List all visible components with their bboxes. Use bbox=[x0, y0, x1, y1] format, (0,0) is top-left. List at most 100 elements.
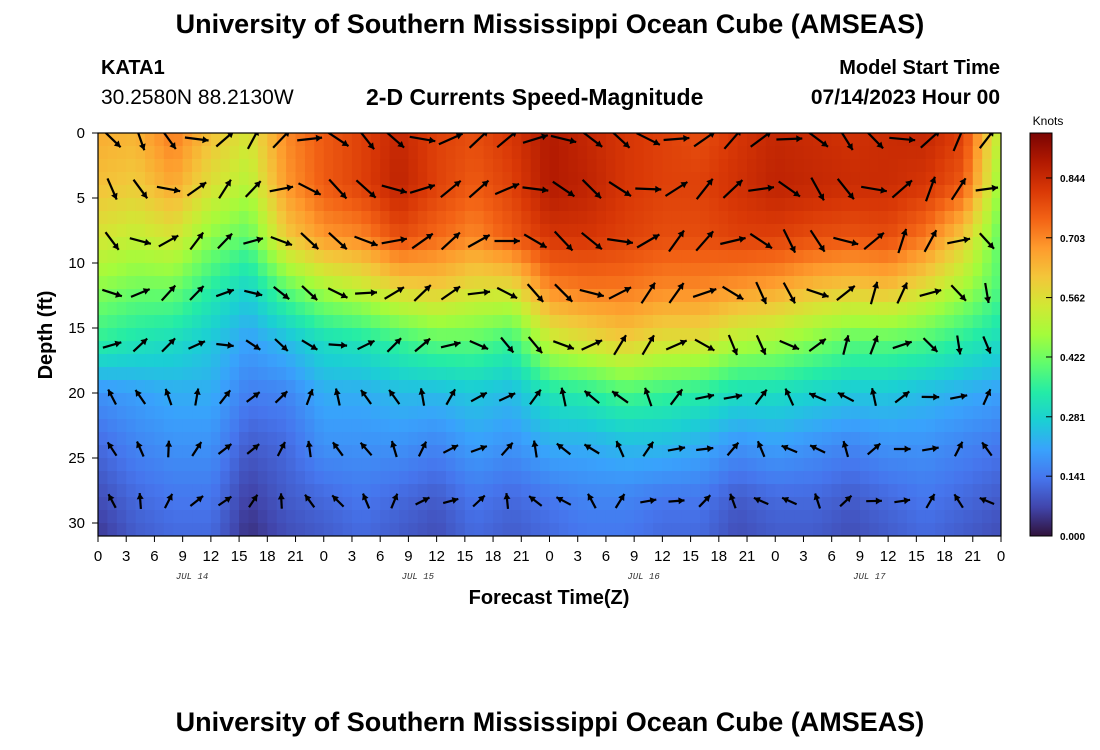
heatmap-cell bbox=[408, 211, 419, 225]
heatmap-cell bbox=[953, 237, 964, 251]
heatmap-cell bbox=[916, 250, 927, 264]
heatmap-cell bbox=[897, 354, 908, 368]
current-arrow-head bbox=[397, 287, 404, 294]
heatmap-cell bbox=[276, 198, 287, 212]
heatmap-cell bbox=[342, 172, 353, 186]
heatmap-cell bbox=[765, 146, 776, 160]
current-arrow-head bbox=[389, 389, 396, 397]
heatmap-cell bbox=[972, 263, 983, 277]
heatmap-cell bbox=[812, 263, 823, 277]
heatmap-cell bbox=[587, 146, 598, 160]
heatmap-cell bbox=[972, 484, 983, 498]
heatmap-cell bbox=[173, 471, 184, 485]
current-arrow-head bbox=[818, 244, 825, 252]
heatmap-cell bbox=[643, 471, 654, 485]
heatmap-cell bbox=[427, 263, 438, 277]
heatmap-cell bbox=[229, 198, 240, 212]
heatmap-cell bbox=[953, 159, 964, 173]
heatmap-cell bbox=[154, 471, 165, 485]
heatmap-cell bbox=[700, 419, 711, 433]
heatmap-cell bbox=[248, 497, 259, 511]
heatmap-cell bbox=[728, 146, 739, 160]
heatmap-cell bbox=[888, 523, 899, 536]
heatmap-cell bbox=[229, 367, 240, 381]
heatmap-cell bbox=[389, 276, 400, 290]
heatmap-cell bbox=[192, 211, 203, 225]
heatmap-cell bbox=[502, 354, 513, 368]
heatmap-cell bbox=[361, 484, 372, 498]
heatmap-cell bbox=[267, 393, 278, 407]
heatmap-cell bbox=[737, 250, 748, 264]
heatmap-cell bbox=[681, 380, 692, 394]
heatmap-cell bbox=[709, 432, 720, 446]
heatmap-cell bbox=[850, 484, 861, 498]
heatmap-cell bbox=[634, 289, 645, 303]
heatmap-cell bbox=[681, 458, 692, 472]
heatmap-cell bbox=[812, 185, 823, 199]
heatmap-cell bbox=[220, 497, 231, 511]
heatmap-cell bbox=[897, 328, 908, 342]
heatmap-cell bbox=[944, 224, 955, 238]
heatmap-cell bbox=[446, 146, 457, 160]
heatmap-cell bbox=[286, 380, 297, 394]
heatmap-cell bbox=[831, 133, 842, 147]
heatmap-cell bbox=[643, 380, 654, 394]
heatmap-cell bbox=[671, 198, 682, 212]
heatmap-cell bbox=[605, 250, 616, 264]
heatmap-cell bbox=[408, 445, 419, 459]
heatmap-cell bbox=[323, 445, 334, 459]
heatmap-cell bbox=[747, 484, 758, 498]
current-arrow-head bbox=[760, 389, 767, 397]
current-arrow-head bbox=[280, 391, 288, 398]
heatmap-cell bbox=[888, 328, 899, 342]
heatmap-cell bbox=[709, 146, 720, 160]
heatmap-cell bbox=[869, 185, 880, 199]
heatmap-cell bbox=[803, 341, 814, 355]
heatmap-cell bbox=[201, 445, 212, 459]
heatmap-cell bbox=[681, 159, 692, 173]
x-tick-label: 9 bbox=[856, 548, 864, 565]
heatmap-cell bbox=[925, 159, 936, 173]
x-tick-label: 15 bbox=[457, 548, 474, 565]
current-arrow-head bbox=[114, 340, 122, 348]
x-tick-label: 6 bbox=[150, 548, 158, 565]
heatmap-cell bbox=[145, 432, 156, 446]
heatmap-cell bbox=[333, 159, 344, 173]
heatmap-cell bbox=[248, 224, 259, 238]
heatmap-cell bbox=[98, 302, 109, 316]
heatmap-cell bbox=[850, 133, 861, 147]
heatmap-cell bbox=[239, 432, 250, 446]
heatmap-cell bbox=[916, 432, 927, 446]
heatmap-cell bbox=[652, 523, 663, 536]
heatmap-cell bbox=[201, 159, 212, 173]
heatmap-cell bbox=[765, 367, 776, 381]
heatmap-cell bbox=[464, 419, 475, 433]
heatmap-cell bbox=[351, 510, 362, 524]
heatmap-cell bbox=[991, 237, 1001, 251]
current-arrow-head bbox=[844, 495, 852, 503]
heatmap-cell bbox=[464, 471, 475, 485]
heatmap-cell bbox=[163, 211, 174, 225]
heatmap-cell bbox=[257, 250, 268, 264]
heatmap-cell bbox=[888, 146, 899, 160]
heatmap-cell bbox=[982, 159, 993, 173]
heatmap-cell bbox=[464, 315, 475, 329]
current-arrow-head bbox=[453, 232, 460, 240]
heatmap-cell bbox=[474, 445, 485, 459]
heatmap-cell bbox=[765, 302, 776, 316]
heatmap-cell bbox=[314, 354, 325, 368]
heatmap-cell bbox=[126, 172, 137, 186]
heatmap-cell bbox=[906, 497, 917, 511]
heatmap-cell bbox=[399, 510, 410, 524]
current-arrow-head bbox=[332, 495, 339, 503]
heatmap-cell bbox=[229, 211, 240, 225]
heatmap-cell bbox=[690, 471, 701, 485]
heatmap-cell bbox=[248, 510, 259, 524]
heatmap-cell bbox=[643, 302, 654, 316]
heatmap-cell bbox=[201, 289, 212, 303]
heatmap-cell bbox=[163, 276, 174, 290]
heatmap-cell bbox=[474, 380, 485, 394]
heatmap-cell bbox=[643, 406, 654, 420]
heatmap-cell bbox=[201, 419, 212, 433]
heatmap-cell bbox=[286, 172, 297, 186]
